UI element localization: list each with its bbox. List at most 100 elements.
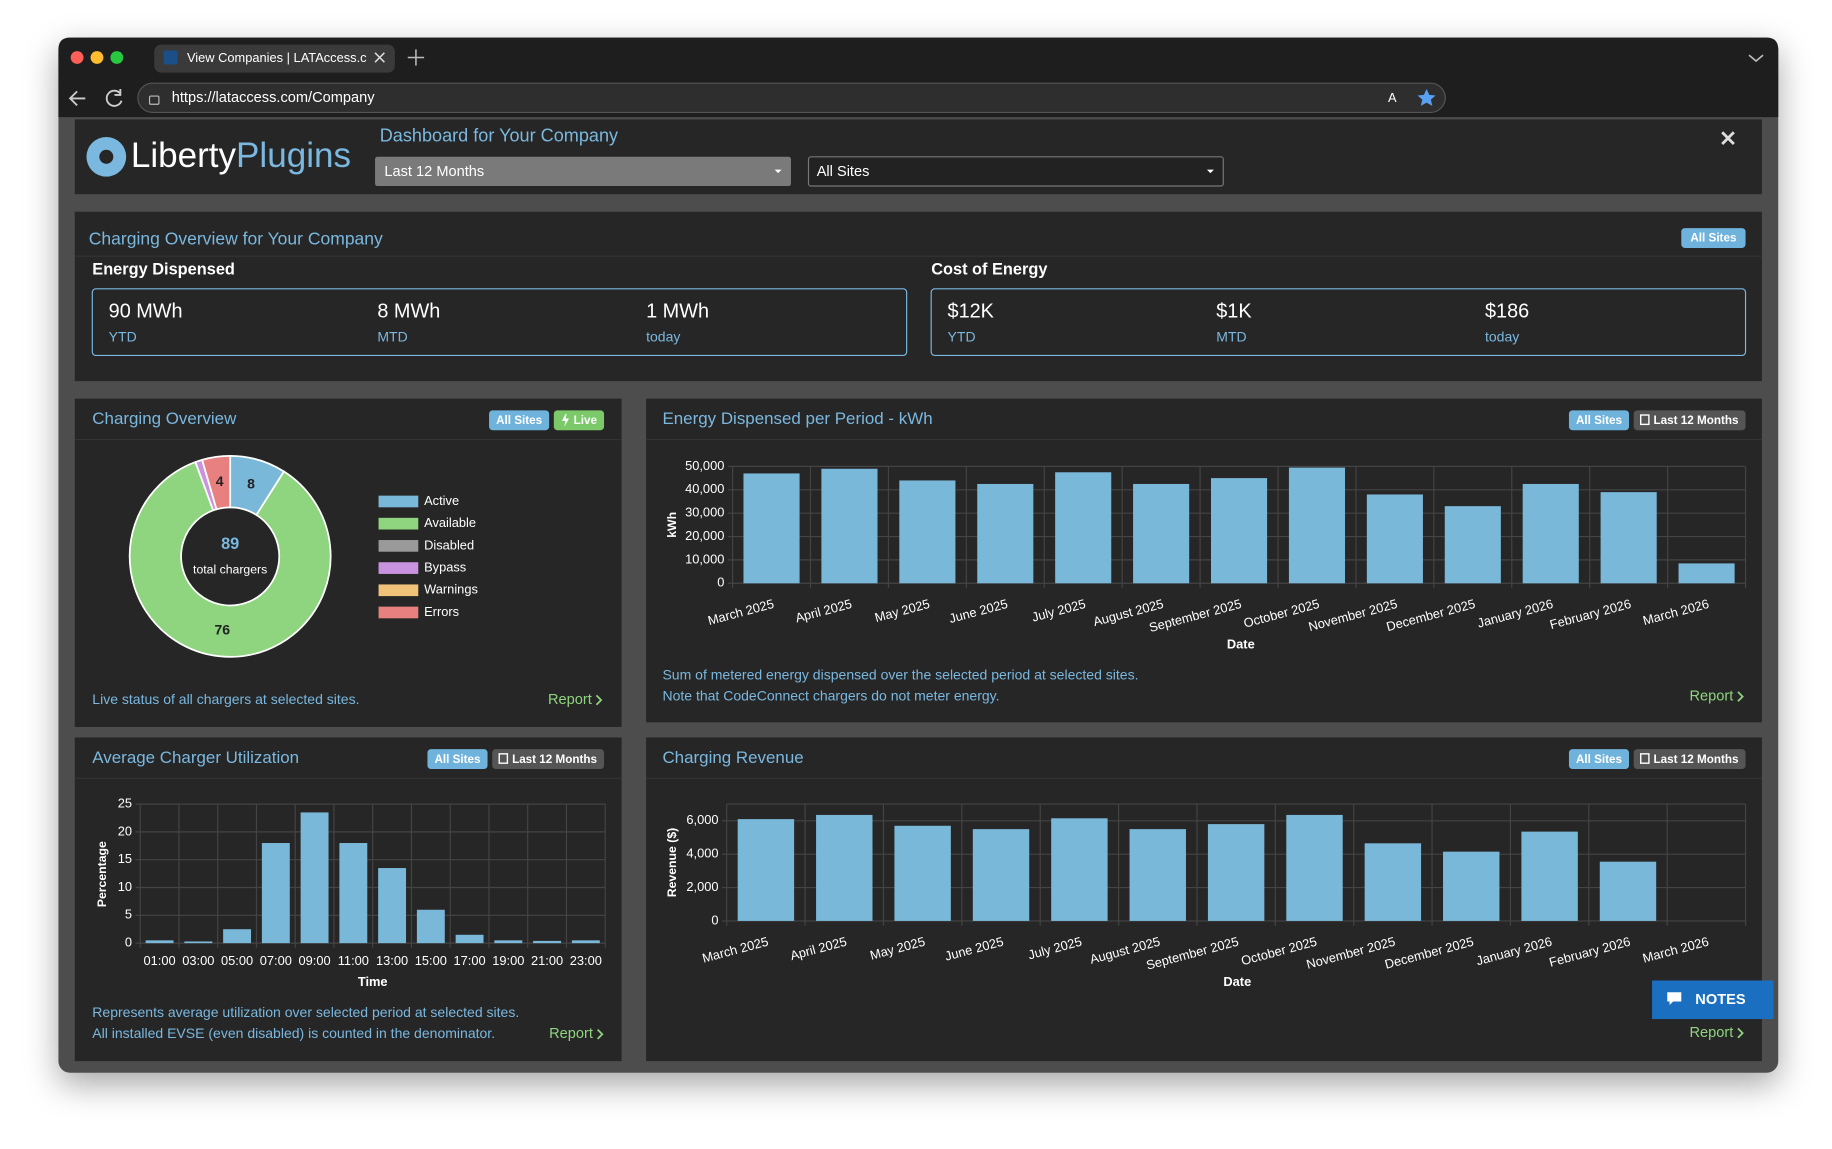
- close-button[interactable]: [1721, 131, 1735, 145]
- lock-icon: [148, 95, 160, 105]
- legend-label: Disabled: [424, 537, 474, 552]
- logo: LibertyPlugins: [131, 136, 351, 175]
- bar: [821, 468, 878, 584]
- y-tick-label: 0: [711, 912, 718, 927]
- cost-box: [930, 288, 1747, 357]
- legend-label: Active: [424, 493, 459, 508]
- kpis: 90 MWh YTD 8 MWh MTD 1 MWh today $12K YTD $1K MTD…: [109, 300, 1530, 344]
- x-axis-label: Date: [1223, 974, 1251, 989]
- badge-text: All Sites: [496, 414, 543, 427]
- slice-label: 8: [247, 475, 255, 491]
- bar: [571, 940, 600, 944]
- overview-panel: [74, 211, 1762, 382]
- y-tick-label: 10: [118, 879, 132, 894]
- legend-swatch: [378, 540, 419, 552]
- y-axis-label: Percentage: [95, 841, 109, 907]
- y-tick-label: 10,000: [685, 551, 724, 566]
- kpi-label: MTD: [1216, 329, 1246, 345]
- report-chevron: [1737, 691, 1744, 702]
- y-tick-label: 20,000: [685, 528, 724, 543]
- new-tab[interactable]: [407, 49, 425, 66]
- panel-footer: All installed EVSE (even disabled) is co…: [92, 1025, 495, 1041]
- favorite-icon[interactable]: [1417, 89, 1436, 106]
- period-select[interactable]: [375, 156, 791, 187]
- y-tick-label: 40,000: [685, 481, 724, 496]
- select-caret: [774, 169, 782, 174]
- calendar-icon: [1640, 414, 1650, 426]
- bar: [533, 940, 562, 944]
- maximize-dot[interactable]: [110, 51, 124, 64]
- panel-title: Energy Dispensed per Period - kWh: [662, 409, 932, 428]
- x-tick-label: 05:00: [221, 953, 253, 968]
- y-tick-label: 15: [118, 851, 132, 866]
- legend-swatch: [378, 517, 419, 530]
- read-aloud-icon[interactable]: A: [1388, 90, 1397, 105]
- kpi-value: 1 MWh: [646, 300, 709, 322]
- slice-label: 4: [216, 473, 224, 489]
- legend-label: Warnings: [424, 582, 478, 597]
- notes-text: NOTES: [1695, 992, 1746, 1008]
- bar: [184, 941, 213, 944]
- browser-tab[interactable]: [154, 44, 395, 73]
- x-tick-label: 23:00: [570, 953, 602, 968]
- cost-label: Cost of Energy: [931, 260, 1047, 278]
- bar: [1207, 824, 1265, 921]
- donut-slice: [128, 460, 332, 658]
- panel-footer: Represents average utilization over sele…: [92, 1004, 519, 1020]
- bar: [416, 909, 445, 944]
- bar: [1288, 467, 1346, 584]
- tab-menu[interactable]: [1748, 54, 1764, 63]
- kpi-label: YTD: [948, 329, 976, 345]
- legend-swatch: [378, 495, 419, 508]
- report-link[interactable]: Report: [549, 1026, 593, 1042]
- bar: [816, 814, 873, 921]
- y-tick-label: 50,000: [685, 458, 724, 473]
- bar: [1599, 861, 1657, 921]
- x-tick-label: 03:00: [182, 953, 214, 968]
- back-button[interactable]: [68, 90, 86, 107]
- panel-footer: Note that CodeConnect chargers do not me…: [662, 687, 999, 703]
- address-bar[interactable]: [137, 82, 1446, 113]
- bar: [1129, 829, 1186, 921]
- donut-slice: [201, 455, 232, 511]
- y-tick-label: 5: [125, 907, 132, 922]
- badge: [1633, 410, 1746, 431]
- panel-footer: Live status of all chargers at selected …: [92, 691, 359, 707]
- kpi-value: $186: [1485, 300, 1529, 322]
- logo-b: Plugins: [236, 136, 351, 175]
- report-chevron: [596, 1028, 604, 1040]
- bar: [977, 483, 1034, 584]
- close-dot[interactable]: [70, 51, 84, 64]
- bar: [743, 473, 800, 584]
- energy-box: [91, 288, 908, 357]
- site-select[interactable]: [807, 156, 1224, 187]
- legend-label: Errors: [424, 604, 459, 619]
- report-link[interactable]: Report: [1689, 1025, 1733, 1041]
- kpi-label: YTD: [109, 329, 137, 345]
- select-caret: [1206, 169, 1214, 174]
- report-link[interactable]: Report: [1689, 688, 1733, 704]
- bar: [1443, 851, 1500, 921]
- y-tick-label: 30,000: [685, 505, 724, 520]
- bar: [1211, 478, 1268, 584]
- minimize-dot[interactable]: [90, 51, 104, 64]
- legend-label: Available: [424, 515, 476, 530]
- logo-icon-hub: [99, 149, 114, 164]
- reload-button[interactable]: [105, 89, 123, 107]
- y-axis-label: Revenue ($): [665, 828, 679, 897]
- tab-close[interactable]: [374, 52, 385, 63]
- kpi-label: MTD: [377, 329, 407, 345]
- y-tick-label: 0: [717, 575, 724, 590]
- x-tick-label: 17:00: [454, 953, 486, 968]
- x-tick-label: 11:00: [338, 953, 369, 968]
- report-chevron: [595, 694, 603, 706]
- logo-a: Liberty: [131, 136, 237, 175]
- panel-title: Charging Overview: [92, 409, 237, 428]
- report-link[interactable]: Report: [548, 692, 592, 708]
- bar: [1055, 472, 1112, 584]
- badge-text: Live: [574, 414, 598, 427]
- donut-total: 89: [221, 535, 239, 553]
- bar: [1051, 818, 1108, 921]
- y-tick-label: 0: [125, 935, 132, 950]
